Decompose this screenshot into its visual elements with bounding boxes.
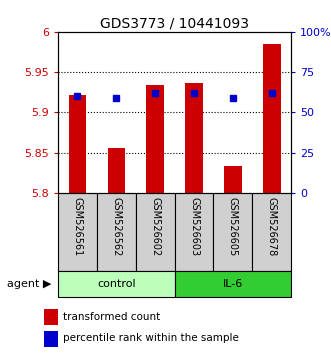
Text: GSM526602: GSM526602: [150, 197, 160, 256]
Bar: [174, 271, 291, 297]
Bar: [44, 331, 58, 347]
Bar: [97, 193, 136, 271]
Text: agent ▶: agent ▶: [7, 279, 51, 289]
Bar: [174, 193, 213, 271]
Bar: [108, 148, 125, 193]
Text: GSM526562: GSM526562: [111, 197, 121, 256]
Text: GSM526603: GSM526603: [189, 197, 199, 256]
Text: GSM526605: GSM526605: [228, 197, 238, 256]
Bar: [58, 271, 174, 297]
Text: GSM526561: GSM526561: [72, 197, 82, 256]
Bar: [136, 193, 174, 271]
Text: control: control: [97, 279, 136, 289]
Bar: [44, 309, 58, 325]
Text: GSM526678: GSM526678: [267, 197, 277, 256]
Text: transformed count: transformed count: [63, 312, 160, 322]
Bar: [58, 193, 97, 271]
Title: GDS3773 / 10441093: GDS3773 / 10441093: [100, 17, 249, 31]
Text: percentile rank within the sample: percentile rank within the sample: [63, 333, 239, 343]
Bar: [69, 96, 86, 193]
Bar: [185, 84, 203, 193]
Bar: [263, 44, 281, 193]
Bar: [224, 166, 242, 193]
Bar: [252, 193, 291, 271]
Text: IL-6: IL-6: [223, 279, 243, 289]
Bar: [146, 85, 164, 193]
Bar: [213, 193, 252, 271]
